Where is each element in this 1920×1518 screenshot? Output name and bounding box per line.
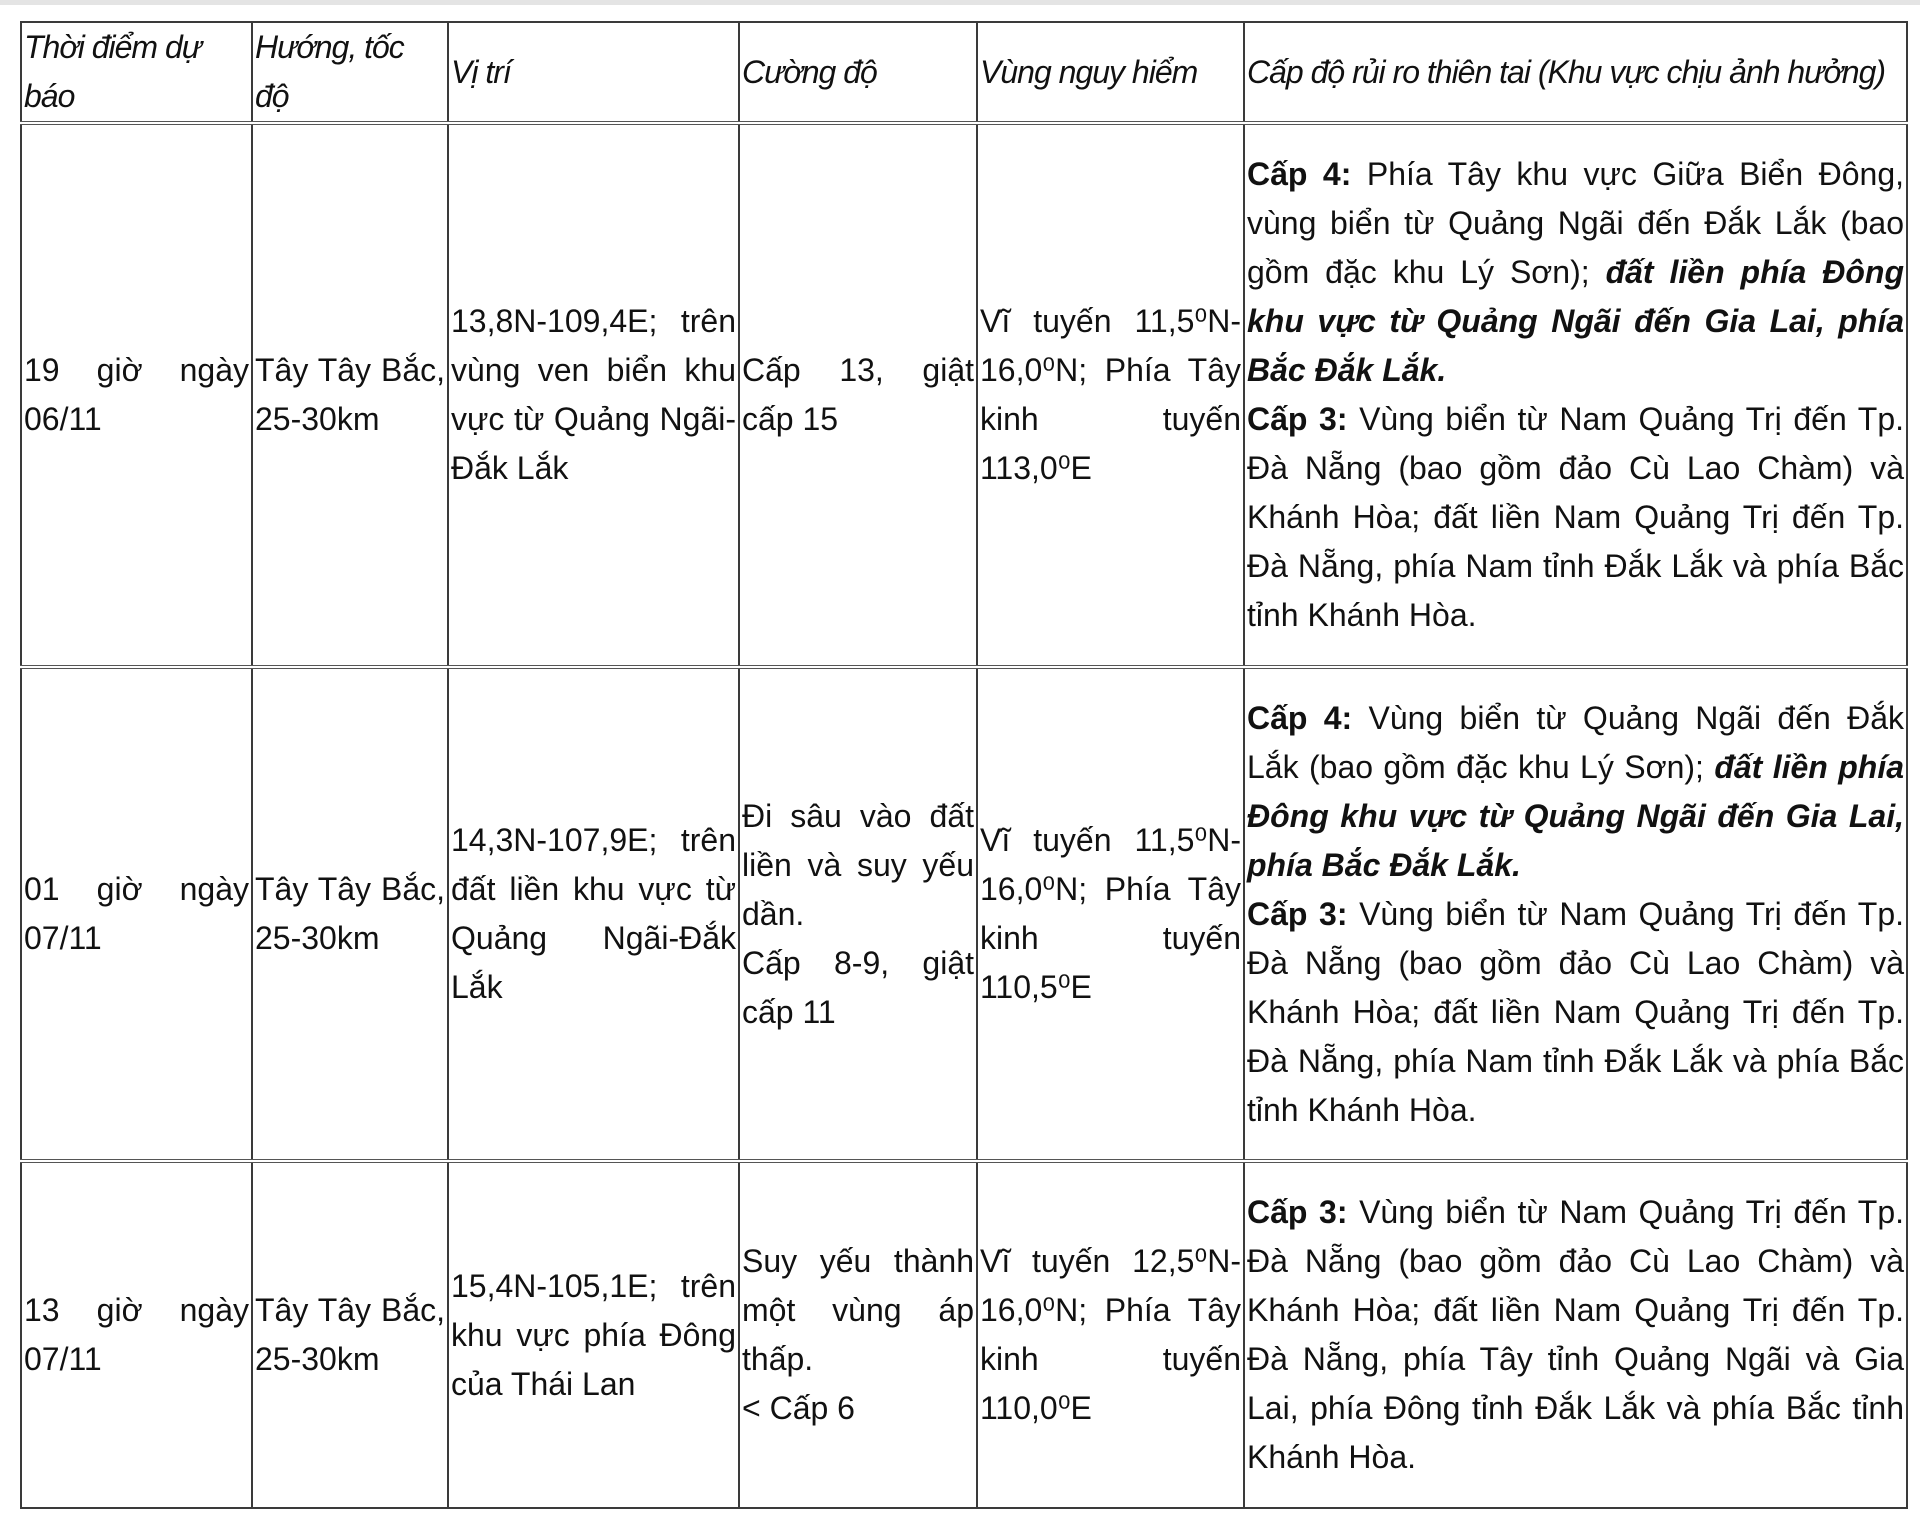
top-bar [0,0,1920,5]
risk-text: Vùng biển từ Nam Quảng Trị đến Tp. Đà Nẵ… [1247,401,1905,633]
cell-risk: Cấp 4: Vùng biển từ Quảng Ngãi đến Đắk L… [1243,665,1908,1162]
cell-time: 01 giờ ngày 07/11 [20,665,253,1162]
cell-risk: Cấp 3: Vùng biển từ Nam Quảng Trị đến Tp… [1243,1159,1908,1509]
cell-danger-zone: Vĩ tuyến 12,5⁰N-16,0⁰N; Phía Tây kinh tu… [976,1159,1245,1509]
header-intensity: Cường độ [738,21,978,124]
cell-intensity: Cấp 13, giật cấp 15 [738,121,978,668]
cell-position: 15,4N-105,1E; trên khu vực phía Đông của… [447,1159,740,1509]
risk-text: Vùng biển từ Quảng Ngãi đến Đắk Lắk (bao… [1247,699,1905,785]
cell-danger-zone: Vĩ tuyến 11,5⁰N-16,0⁰N; Phía Tây kinh tu… [976,121,1245,668]
cell-position: 13,8N-109,4E; trên vùng ven biển khu vực… [447,121,740,668]
cell-time: 13 giờ ngày 07/11 [20,1159,253,1509]
risk-text: Vùng biển từ Nam Quảng Trị đến Tp. Đà Nẵ… [1247,895,1905,1128]
cell-direction: Tây Tây Bắc, 25-30km [251,665,449,1162]
header-row: Thời điểm dự báo Hướng, tốc độ Vị trí Cư… [20,21,1908,124]
header-time: Thời điểm dự báo [20,21,253,124]
table-row: 13 giờ ngày 07/11 Tây Tây Bắc, 25-30km 15,… [20,1159,1908,1509]
header-danger-zone: Vùng nguy hiểm [976,21,1245,124]
risk-level-label: Cấp 3: [1247,895,1348,932]
risk-text: Vùng biển từ Nam Quảng Trị đến Tp. Đà Nẵ… [1247,1194,1905,1475]
cell-danger-zone: Vĩ tuyến 11,5⁰N-16,0⁰N; Phía Tây kinh tu… [976,665,1245,1162]
risk-level-label: Cấp 4: [1247,156,1352,192]
table-row: 01 giờ ngày 07/11 Tây Tây Bắc, 25-30km 14,… [20,665,1908,1162]
cell-position: 14,3N-107,9E; trên đất liền khu vực từ Q… [447,665,740,1162]
cell-risk: Cấp 4: Phía Tây khu vực Giữa Biển Đông, … [1243,121,1908,668]
risk-text: đất liền phía Đông khu vực từ Quảng Ngãi… [1247,748,1905,883]
header-position: Vị trí [447,21,740,124]
storm-forecast-table: Thời điểm dự báo Hướng, tốc độ Vị trí Cư… [20,21,1908,1509]
header-direction: Hướng, tốc độ [251,21,449,124]
risk-level-label: Cấp 4: [1247,699,1353,736]
risk-text: đất liền phía Đông khu vực từ Quảng Ngãi… [1247,254,1905,388]
cell-direction: Tây Tây Bắc, 25-30km [251,1159,449,1509]
risk-level-label: Cấp 3: [1247,401,1348,437]
risk-level-label: Cấp 3: [1247,1194,1348,1230]
risk-text: Phía Tây khu vực Giữa Biển Đông, vùng bi… [1247,156,1905,290]
cell-intensity: Đi sâu vào đất liền và suy yếu dần. Cấp … [738,665,978,1162]
cell-time: 19 giờ ngày 06/11 [20,121,253,668]
cell-direction: Tây Tây Bắc, 25-30km [251,121,449,668]
header-risk: Cấp độ rủi ro thiên tai (Khu vực chịu ản… [1243,21,1908,124]
cell-intensity: Suy yếu thành một vùng áp thấp. < Cấp 6 [738,1159,978,1509]
table-row: 19 giờ ngày 06/11 Tây Tây Bắc, 25-30km 13,… [20,121,1908,668]
